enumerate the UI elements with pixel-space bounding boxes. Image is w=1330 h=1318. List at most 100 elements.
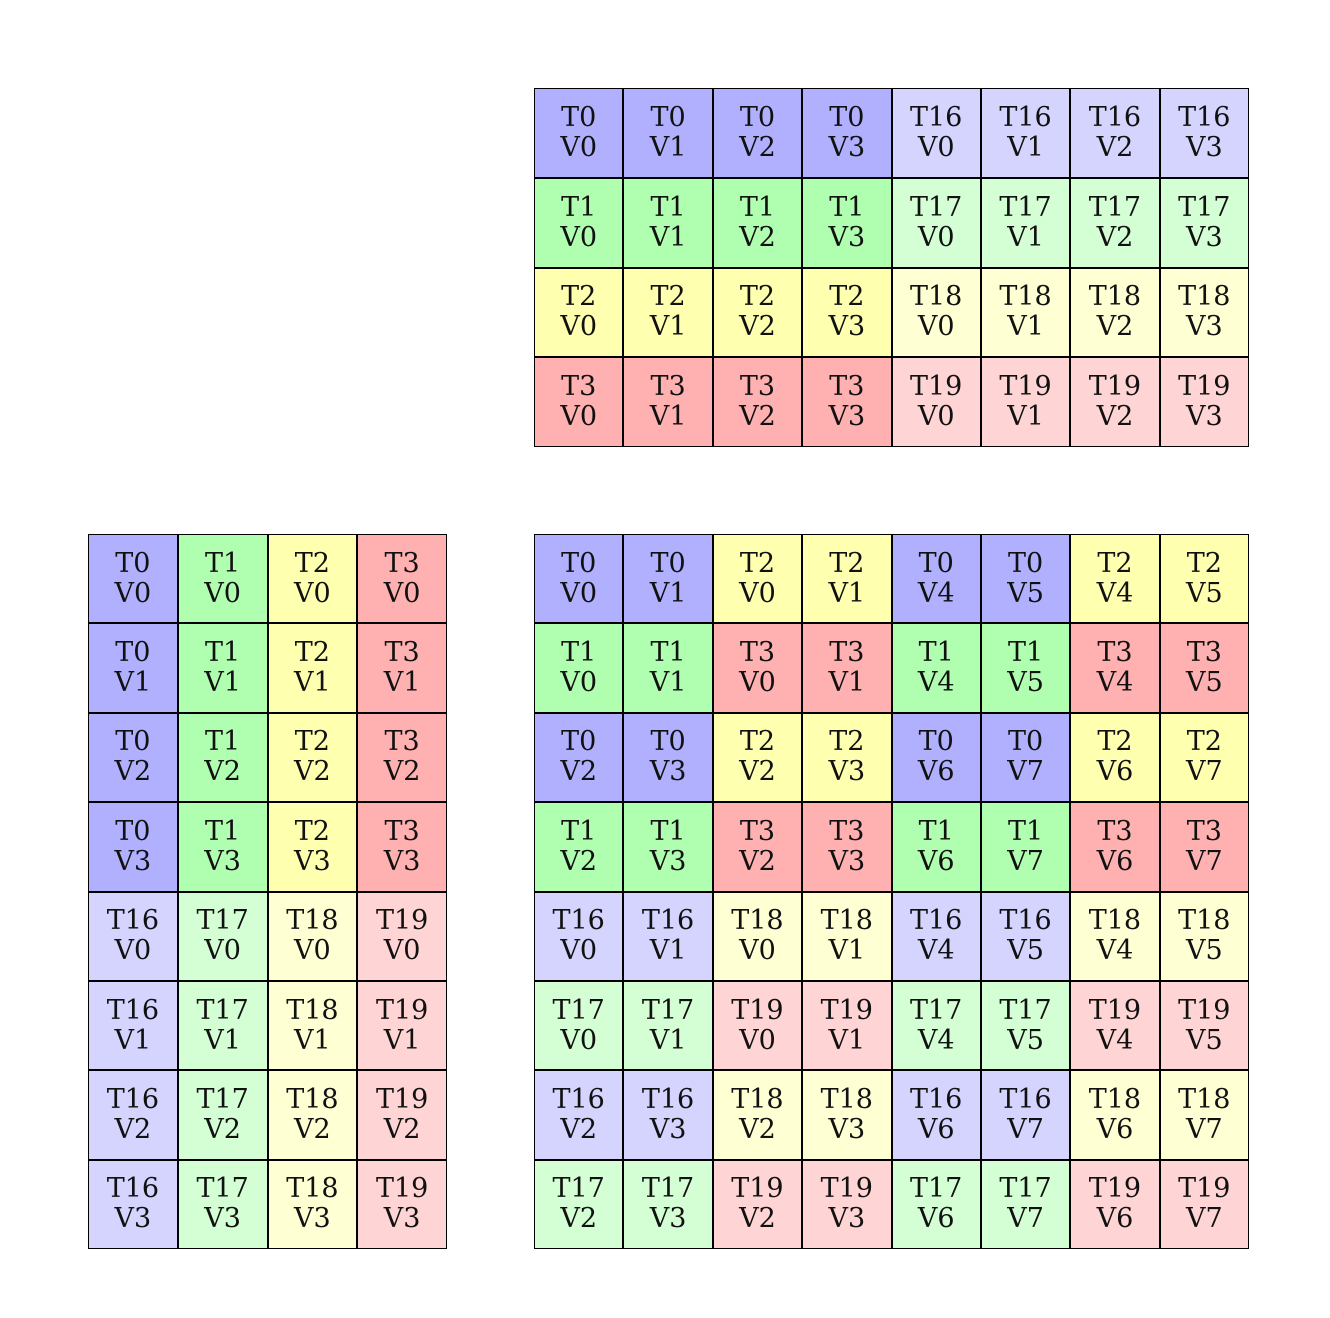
value-label: V2 bbox=[560, 756, 598, 788]
thread-label: T1 bbox=[1007, 637, 1044, 669]
value-label: V2 bbox=[114, 756, 152, 788]
thread-label: T18 bbox=[1088, 281, 1142, 313]
grid-cell: T18 V7 bbox=[1160, 1071, 1248, 1159]
thread-label: T16 bbox=[552, 905, 605, 937]
value-label: V1 bbox=[649, 221, 687, 253]
grid-cell: T2 V1 bbox=[268, 624, 357, 712]
grid-cell: T17 V3 bbox=[1160, 178, 1248, 267]
value-label: V1 bbox=[828, 667, 866, 699]
value-label: V3 bbox=[1185, 131, 1223, 163]
thread-label: T18 bbox=[286, 905, 339, 937]
value-label: V3 bbox=[1185, 221, 1223, 253]
grid-cell: T16 V2 bbox=[1071, 89, 1159, 177]
value-label: V2 bbox=[1096, 221, 1134, 253]
value-label: V4 bbox=[1096, 935, 1134, 967]
thread-label: T2 bbox=[294, 815, 330, 847]
value-label: V1 bbox=[649, 311, 687, 343]
thread-label: T3 bbox=[829, 371, 865, 403]
value-label: V3 bbox=[294, 1203, 331, 1235]
grid-cell: T0 V3 bbox=[803, 89, 891, 177]
grid-cell: T2 V2 bbox=[713, 713, 802, 802]
value-label: V6 bbox=[917, 756, 955, 788]
value-label: V3 bbox=[828, 401, 866, 433]
value-label: V0 bbox=[294, 935, 331, 967]
value-label: V0 bbox=[917, 221, 955, 253]
grid-cell: T2 V2 bbox=[268, 713, 357, 802]
thread-label: T0 bbox=[739, 101, 776, 133]
grid-cell: T2 V6 bbox=[1071, 713, 1159, 802]
value-label: V1 bbox=[383, 667, 421, 699]
value-label: V4 bbox=[917, 667, 955, 699]
thread-label: T17 bbox=[910, 191, 963, 223]
thread-label: T0 bbox=[115, 637, 151, 669]
value-label: V0 bbox=[383, 935, 421, 967]
value-label: V6 bbox=[917, 1203, 955, 1235]
thread-label: T16 bbox=[1088, 101, 1142, 133]
value-label: V1 bbox=[649, 935, 687, 967]
value-label: V2 bbox=[1096, 131, 1134, 163]
grid-cell: T3 V1 bbox=[624, 358, 712, 446]
value-label: V0 bbox=[739, 667, 776, 699]
grid-cell: T1 V1 bbox=[624, 624, 712, 712]
thread-label: T0 bbox=[650, 547, 686, 579]
value-label: V7 bbox=[1007, 1203, 1044, 1235]
value-label: V5 bbox=[1007, 667, 1044, 699]
grid-cell: T3 V2 bbox=[713, 803, 802, 891]
value-label: V2 bbox=[1096, 311, 1134, 343]
grid-cell: T17 V5 bbox=[981, 981, 1070, 1070]
thread-label: T3 bbox=[1097, 637, 1133, 669]
value-label: V1 bbox=[294, 1024, 331, 1056]
value-label: V1 bbox=[204, 667, 241, 699]
grid-cell: T17 V6 bbox=[892, 1160, 980, 1248]
thread-label: T1 bbox=[205, 547, 241, 579]
thread-label: T3 bbox=[829, 815, 865, 847]
grid-cell: T0 V3 bbox=[89, 803, 177, 891]
grid-cell: T2 V0 bbox=[535, 268, 623, 357]
grid-cell: T1 V1 bbox=[624, 178, 712, 267]
value-label: V4 bbox=[917, 935, 955, 967]
value-label: V2 bbox=[204, 1113, 241, 1145]
grid-cell: T0 V7 bbox=[981, 713, 1070, 802]
value-label: V3 bbox=[828, 845, 866, 877]
thread-label: T3 bbox=[384, 815, 420, 847]
thread-label: T0 bbox=[115, 547, 151, 579]
value-label: V0 bbox=[739, 577, 776, 609]
thread-label: T1 bbox=[829, 191, 865, 223]
value-label: V2 bbox=[739, 845, 776, 877]
grid-cell: T18 V6 bbox=[1071, 1071, 1159, 1159]
thread-label: T2 bbox=[829, 547, 865, 579]
value-label: V0 bbox=[560, 221, 598, 253]
thread-label: T19 bbox=[1088, 371, 1142, 403]
grid-cell: T2 V3 bbox=[803, 268, 891, 357]
grid-cell: T3 V3 bbox=[803, 803, 891, 891]
value-label: V6 bbox=[917, 1113, 955, 1145]
thread-label: T17 bbox=[196, 994, 249, 1026]
thread-label: T3 bbox=[384, 637, 420, 669]
thread-label: T1 bbox=[205, 637, 241, 669]
grid-cell: T19 V4 bbox=[1071, 981, 1159, 1070]
thread-label: T3 bbox=[561, 371, 597, 403]
grid-cell: T1 V3 bbox=[624, 803, 712, 891]
value-label: V5 bbox=[1185, 667, 1223, 699]
grid-cell: T3 V0 bbox=[535, 358, 623, 446]
grid-cell: T2 V0 bbox=[713, 535, 802, 623]
thread-label: T17 bbox=[641, 1173, 695, 1205]
grid-cell: T18 V1 bbox=[981, 268, 1070, 357]
grid-cell: T16 V3 bbox=[624, 1071, 712, 1159]
thread-label: T2 bbox=[739, 726, 776, 758]
thread-label: T0 bbox=[1007, 726, 1044, 758]
thread-label: T19 bbox=[375, 1083, 429, 1115]
value-label: V2 bbox=[1096, 401, 1134, 433]
grid-cell: T1 V1 bbox=[178, 624, 267, 712]
grid-cell: T19 V2 bbox=[1071, 358, 1159, 446]
grid-cell: T2 V5 bbox=[1160, 535, 1248, 623]
grid-cell: T0 V0 bbox=[535, 535, 623, 623]
thread-label: T1 bbox=[650, 815, 686, 847]
thread-label: T1 bbox=[918, 637, 954, 669]
grid-cell: T19 V0 bbox=[358, 892, 446, 980]
value-label: V6 bbox=[1096, 1203, 1134, 1235]
value-label: V0 bbox=[560, 935, 598, 967]
grid-cell: T16 V7 bbox=[981, 1071, 1070, 1159]
thread-label: T0 bbox=[650, 101, 686, 133]
thread-label: T3 bbox=[1186, 815, 1222, 847]
